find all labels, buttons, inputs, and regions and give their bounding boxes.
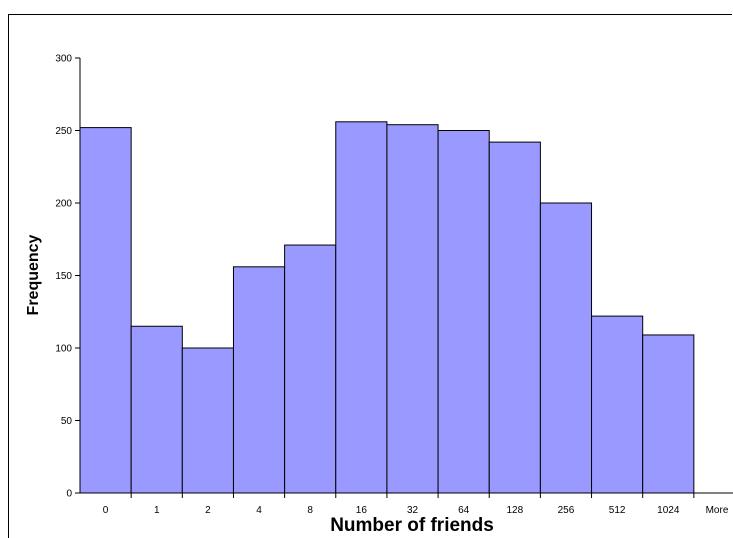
bar-32 [386, 124, 439, 494]
y-tick-label-250: 250 [55, 126, 72, 137]
x-tick-label-256: 256 [558, 505, 575, 516]
bar-1024 [642, 334, 695, 494]
bar-1 [130, 325, 183, 494]
x-tick-label-512: 512 [609, 505, 626, 516]
bar-8 [284, 244, 337, 494]
bar-16 [335, 121, 388, 494]
y-axis-title: Frequency [25, 234, 42, 315]
bar-128 [488, 141, 541, 494]
x-ticks-group: 0 1 2 4 8 16 32 64 128 256 512 1024 More [103, 493, 729, 516]
y-tick-label-150: 150 [55, 271, 72, 282]
y-tick-label-200: 200 [55, 199, 72, 210]
bar-0 [79, 127, 132, 494]
x-tick-label-8: 8 [307, 505, 313, 516]
chart-frame [8, 14, 732, 538]
bar-256 [539, 202, 593, 494]
y-tick-label-100: 100 [55, 344, 72, 355]
x-tick-label-64: 64 [458, 505, 470, 516]
y-tick-label-300: 300 [55, 54, 72, 65]
bar-2 [181, 347, 234, 494]
x-tick-label-1: 1 [154, 505, 160, 516]
x-tick-label-0: 0 [103, 505, 109, 516]
x-tick-label-2: 2 [205, 505, 211, 516]
y-ticks-group: 0 50 100 150 200 250 300 [55, 54, 80, 500]
x-tick-label-32: 32 [407, 505, 419, 516]
bars-group [79, 121, 695, 494]
x-axis-title: Number of friends [330, 515, 494, 536]
x-tick-label-More: More [706, 505, 729, 516]
x-tick-label-16: 16 [356, 505, 368, 516]
y-tick-label-50: 50 [61, 416, 73, 427]
x-tick-label-4: 4 [256, 505, 262, 516]
y-tick-label-0: 0 [66, 489, 72, 500]
bar-512 [591, 315, 644, 494]
bar-4 [232, 266, 286, 494]
x-tick-label-1024: 1024 [657, 505, 680, 516]
bar-64 [437, 130, 490, 494]
x-tick-label-128: 128 [506, 505, 523, 516]
